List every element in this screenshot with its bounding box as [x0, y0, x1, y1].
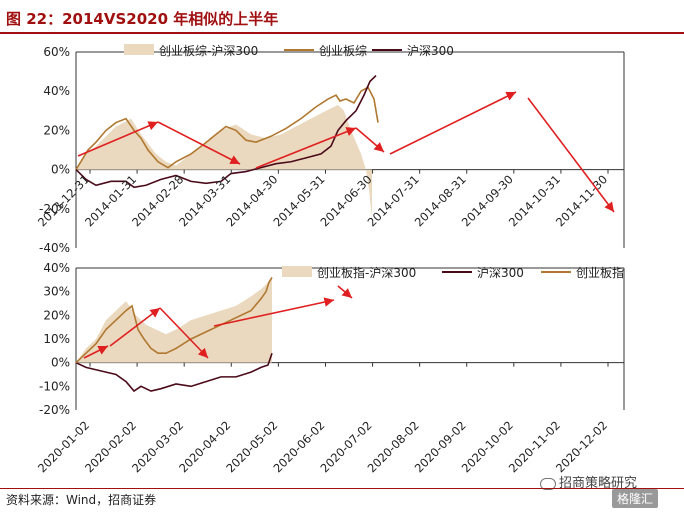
y-tick-label: 20% — [43, 308, 70, 322]
trend-arrow — [77, 121, 159, 157]
legend-label: 沪深300 — [477, 266, 524, 280]
area-series-创业板指-沪深300 — [76, 277, 272, 363]
trend-arrow — [159, 307, 209, 359]
trend-arrow — [255, 127, 357, 169]
source-note: 资料来源：Wind，招商证券 — [6, 493, 157, 507]
figure-title: 图 22：2014VS2020 年相似的上半年 — [6, 10, 279, 28]
source-rule — [0, 488, 684, 489]
trend-arrow — [527, 97, 615, 213]
y-tick-label: 0% — [51, 163, 70, 177]
chart-2014: 60%40%20%0%-20%-40%2013-12-312014-01-312… — [35, 44, 625, 255]
y-tick-label: -20% — [39, 202, 70, 216]
y-tick-label: 20% — [43, 123, 70, 137]
trend-arrow — [355, 127, 385, 153]
y-tick-label: 10% — [43, 332, 70, 346]
line-series-创业板指 — [75, 277, 273, 364]
legend-label: 创业板综-沪深300 — [159, 44, 258, 58]
legend-label: 创业板指-沪深300 — [317, 265, 416, 280]
watermark: 招商策略研究 — [540, 472, 637, 491]
trend-arrow — [337, 285, 353, 299]
trend-arrow — [109, 307, 161, 347]
y-tick-label: 0% — [51, 356, 70, 370]
line-series-沪深300 — [75, 352, 273, 393]
trend-arrow — [83, 345, 109, 359]
legend-label: 创业板指 — [576, 265, 624, 280]
wechat-icon — [540, 477, 556, 490]
chart-2020: 40%30%20%10%0%-10%-20%2020-01-022020-02-… — [35, 262, 625, 475]
y-tick-label: -10% — [39, 379, 70, 393]
line-series-创业板综 — [75, 86, 379, 171]
y-tick-label: -40% — [39, 241, 70, 255]
trend-arrow — [157, 121, 241, 165]
trend-arrow — [213, 297, 335, 327]
legend-swatch — [282, 266, 312, 277]
logo-badge: 格隆汇 — [612, 489, 659, 508]
legend-swatch — [124, 44, 154, 55]
y-tick-label: 40% — [43, 262, 70, 275]
y-tick-label: 60% — [43, 45, 70, 59]
area-series-创业板综-沪深300 — [76, 104, 372, 219]
y-tick-label: -20% — [39, 403, 70, 417]
title-rule — [0, 32, 684, 34]
y-tick-label: 30% — [43, 285, 70, 299]
y-tick-label: 40% — [43, 84, 70, 98]
line-series-沪深300 — [75, 74, 377, 189]
trend-arrow — [389, 91, 517, 155]
watermark-text: 招商策略研究 — [559, 476, 638, 491]
legend-label: 沪深300 — [407, 44, 454, 58]
legend-label: 创业板综 — [319, 44, 367, 58]
